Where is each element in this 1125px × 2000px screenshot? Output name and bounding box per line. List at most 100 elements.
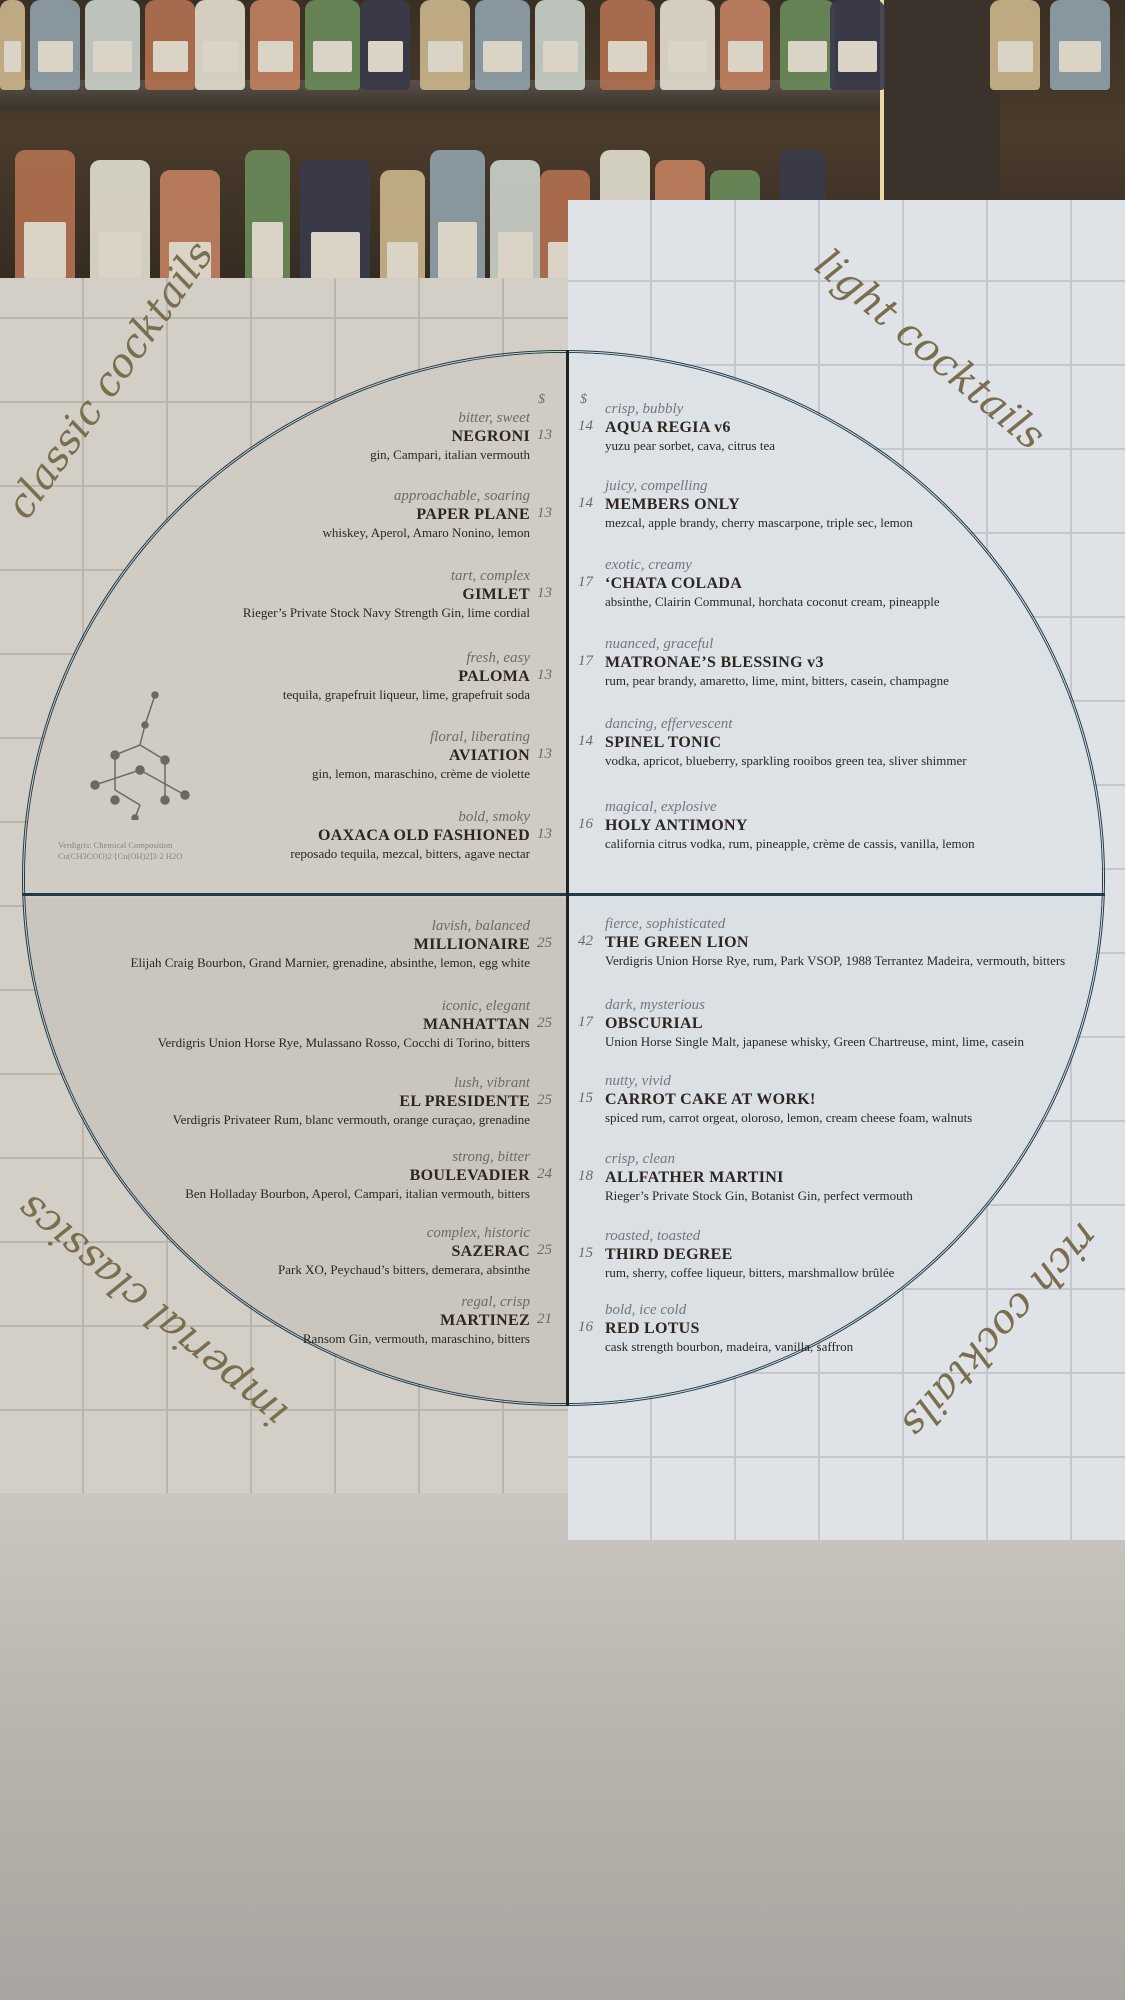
cocktail-tagline: complex, historic [426, 1225, 530, 1241]
cocktail-name: MANHATTAN [423, 1015, 530, 1033]
cocktail-name: ‘CHATA COLADA [605, 574, 743, 592]
cocktail-price: 14 [578, 733, 593, 749]
cocktail-ingredients: absinthe, Clairin Communal, horchata coc… [605, 593, 940, 609]
menu-item: dark, mysterious OBSCURIAL Union Horse Sin… [605, 997, 1024, 1049]
cocktail-name: MARTINEZ [440, 1311, 530, 1329]
cocktail-name: GIMLET [462, 585, 530, 603]
cocktail-price: 17 [578, 574, 593, 590]
cocktail-ingredients: gin, Campari, italian vermouth [370, 446, 530, 462]
menu-item: crisp, bubbly AQUA REGIA v6 yuzu pear sorb… [605, 401, 775, 453]
cocktail-name: NEGRONI [451, 427, 530, 445]
bottle [85, 0, 140, 90]
cocktail-ingredients: cask strength bourbon, madeira, vanilla,… [605, 1338, 854, 1354]
currency-header-left: $ [538, 392, 545, 407]
bottle-label [93, 40, 132, 72]
cocktail-tagline: nuanced, graceful [605, 636, 714, 652]
menu-item: dancing, effervescent SPINEL TONIC vodka, … [605, 716, 967, 768]
menu-item: lush, vibrant EL PRESIDENTE Verdigris Priv… [173, 1075, 530, 1127]
caption-line-1: Verdigris: Chemical Composition [58, 840, 173, 850]
cocktail-ingredients: spiced rum, carrot orgeat, oloroso, lemo… [605, 1109, 973, 1125]
bottle-label [608, 40, 647, 72]
menu-item: fresh, easy PALOMA tequila, grapefruit liq… [283, 650, 530, 702]
cocktail-tagline: crisp, clean [605, 1151, 675, 1167]
cocktail-name: CARROT CAKE AT WORK! [605, 1090, 816, 1108]
menu-item: juicy, compelling MEMBERS ONLY mezcal, app… [605, 478, 913, 530]
bottle-label [542, 40, 578, 72]
cocktail-name: HOLY ANTIMONY [605, 816, 748, 834]
menu-item: complex, historic SAZERAC Park XO, Peychau… [278, 1225, 530, 1277]
cocktail-tagline: strong, bitter [452, 1149, 530, 1165]
cocktail-tagline: regal, crisp [461, 1294, 530, 1310]
caption-line-2: Cu(CH3COO)2·[Cu(OH)2]3·2 H2O [58, 851, 183, 862]
cocktail-tagline: fierce, sophisticated [605, 916, 726, 932]
menu-item: regal, crisp MARTINEZ Ransom Gin, vermouth… [303, 1294, 530, 1346]
bottle-label [313, 40, 352, 72]
menu-item: nutty, vivid CARROT CAKE AT WORK! spiced r… [605, 1073, 972, 1125]
bottle-label [438, 222, 477, 278]
cocktail-price: 14 [578, 495, 593, 511]
cocktail-name: OAXACA OLD FASHIONED [318, 826, 530, 844]
cocktail-tagline: roasted, toasted [605, 1228, 701, 1244]
bottle-label [483, 40, 522, 72]
bottle-label [367, 40, 403, 72]
cocktail-tagline: iconic, elegant [441, 998, 530, 1014]
menu-item: exotic, creamy ‘CHATA COLADA absinthe, Cla… [605, 557, 940, 609]
bottle-label [788, 40, 827, 72]
menu-item: fierce, sophisticated THE GREEN LION Verdi… [605, 916, 1065, 968]
cocktail-price: 16 [578, 1319, 593, 1335]
cocktail-price: 13 [537, 585, 552, 601]
quadrant-rich [568, 898, 1102, 1403]
bottle-label [257, 40, 293, 72]
cocktail-name: THE GREEN LION [605, 933, 749, 951]
cocktail-tagline: fresh, easy [466, 650, 530, 666]
menu-item: strong, bitter BOULEVADIER Ben Holladay Bo… [185, 1149, 530, 1201]
cocktail-ingredients: mezcal, apple brandy, cherry mascarpone,… [605, 514, 913, 530]
cocktail-name: SPINEL TONIC [605, 733, 722, 751]
menu-item: tart, complex GIMLET Rieger’s Private Stoc… [243, 568, 530, 620]
menu-item: bold, smoky OAXACA OLD FASHIONED reposado … [290, 809, 530, 861]
cocktail-ingredients: Rieger’s Private Stock Gin, Botanist Gin… [605, 1187, 913, 1203]
cocktail-ingredients: california citrus vodka, rum, pineapple,… [605, 835, 975, 851]
cocktail-price: 13 [537, 667, 552, 683]
cocktail-price: 15 [578, 1090, 593, 1106]
cocktail-price: 15 [578, 1245, 593, 1261]
cocktail-price: 13 [537, 427, 552, 443]
cocktail-ingredients: whiskey, Aperol, Amaro Nonino, lemon [322, 524, 531, 540]
menu-item: roasted, toasted THIRD DEGREE rum, sherry,… [605, 1228, 894, 1280]
cocktail-tagline: juicy, compelling [605, 478, 708, 494]
cocktail-name: THIRD DEGREE [605, 1245, 733, 1263]
cocktail-ingredients: rum, pear brandy, amaretto, lime, mint, … [605, 672, 949, 688]
cocktail-name: MILLIONAIRE [413, 935, 530, 953]
menu-item: floral, liberating AVIATION gin, lemon, ma… [312, 729, 530, 781]
bottle-label [24, 222, 66, 278]
cocktail-name: PAPER PLANE [416, 505, 530, 523]
cocktail-ingredients: reposado tequila, mezcal, bitters, agave… [290, 845, 530, 861]
cocktail-ingredients: vodka, apricot, blueberry, sparkling roo… [605, 752, 967, 768]
cocktail-tagline: approachable, soaring [393, 488, 530, 504]
cocktail-ingredients: Union Horse Single Malt, japanese whisky… [605, 1033, 1025, 1049]
bottle [660, 0, 715, 90]
molecule-caption: Verdigris: Chemical Composition Cu(CH3CO… [58, 840, 182, 862]
bottle-label [251, 222, 284, 278]
quadrant-classic [25, 353, 568, 898]
menu-item: bold, ice cold RED LOTUS cask strength bou… [605, 1302, 853, 1354]
bottle-label [152, 40, 188, 72]
bottle-label [3, 40, 22, 72]
cocktail-ingredients: Park XO, Peychaud’s bitters, demerara, a… [278, 1261, 530, 1277]
cocktail-ingredients: Ransom Gin, vermouth, maraschino, bitter… [302, 1330, 530, 1346]
cocktail-tagline: bitter, sweet [458, 410, 530, 426]
menu-item: approachable, soaring PAPER PLANE whiskey,… [323, 488, 531, 540]
cocktail-ingredients: Verdigris Privateer Rum, blanc vermouth,… [172, 1111, 530, 1127]
bottle-label [202, 40, 238, 72]
bottle-label [427, 40, 463, 72]
bottle-label [668, 40, 707, 72]
menu-fold [566, 350, 569, 1406]
cocktail-price: 13 [537, 826, 552, 842]
cocktail-price: 17 [578, 1014, 593, 1030]
verdigris-molecule-icon [90, 691, 190, 820]
cocktail-tagline: lush, vibrant [454, 1075, 530, 1091]
cocktail-tagline: dark, mysterious [605, 997, 705, 1013]
bottle [720, 0, 770, 90]
cocktail-price: 25 [537, 935, 552, 951]
menu-item: lavish, balanced MILLIONAIRE Elijah Craig … [131, 918, 530, 970]
